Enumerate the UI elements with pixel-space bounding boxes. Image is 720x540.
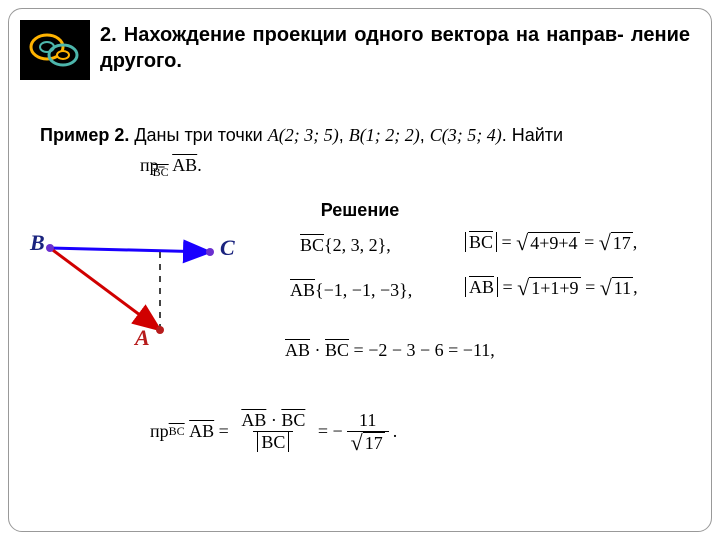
ab-components: AB{−1, −1, −3}, (290, 280, 412, 301)
bc-components: BC{2, 3, 2}, (300, 235, 391, 256)
section-heading: 2. Нахождение проекции одного вектора на… (100, 22, 690, 74)
ab-vals: −1, −1, −3 (324, 280, 399, 300)
ab-mag-res: 11 (612, 277, 633, 298)
fin-num-v2: BC (281, 410, 305, 430)
dot-expr: −2 − 3 − 6 = −11, (368, 340, 495, 360)
point-B: B(1; 2; 2) (349, 125, 420, 145)
vector-diagram: В С А (30, 230, 260, 380)
fin-den-vec: BC (261, 432, 285, 452)
heading-text: 2. Нахождение проекции одного вектора на… (100, 24, 690, 72)
bc-vals: 2, 3, 2 (333, 235, 378, 255)
point-C: C(3; 5; 4) (430, 125, 502, 145)
diag-label-A: А (135, 325, 150, 351)
bc-mag-vec: BC (469, 232, 493, 252)
dot-product: AB · BC = −2 − 3 − 6 = −11, (285, 340, 495, 361)
torus-icon (25, 25, 85, 75)
vec-BC (50, 248, 210, 252)
ab-mag-vec: AB (469, 277, 494, 297)
bc-vec: BC (300, 235, 324, 255)
pr-vec: AB (172, 155, 197, 175)
fin-sub: BC (169, 424, 185, 439)
slide-thumbnail (20, 20, 90, 80)
fin-num2: 11 (355, 410, 380, 431)
diag-label-C: С (220, 235, 235, 261)
solution-heading: Решение (0, 200, 720, 221)
fin-den2: 17 (363, 432, 385, 453)
example-line: Пример 2. Даны три точки A(2; 3; 5), B(1… (40, 125, 563, 146)
projection-expression: пр⎯BC AB. (140, 155, 202, 180)
example-prefix: Даны три точки (134, 125, 267, 145)
fin-pr: пр (150, 421, 169, 442)
diag-label-B: В (30, 230, 45, 256)
fin-num-v1: AB (241, 410, 266, 430)
bc-mag-sum: 4+9+4 (528, 232, 579, 253)
pt-B (46, 244, 54, 252)
example-suffix: . Найти (502, 125, 563, 145)
ab-mag-sum: 1+1+9 (529, 277, 580, 298)
final-projection: прBC AB = AB · BC BC = − 11 √17 . (150, 410, 397, 453)
bc-magnitude: BC = √4+9+4 = √17, (465, 232, 637, 253)
vec-BA (50, 248, 160, 330)
point-A: A(2; 3; 5) (268, 125, 339, 145)
pt-A (156, 326, 164, 334)
ab-vec: AB (290, 280, 315, 300)
ab-magnitude: AB = √1+1+9 = √11, (465, 277, 638, 298)
pt-C (206, 248, 214, 256)
dot-v2: BC (325, 340, 349, 360)
bc-mag-res: 17 (611, 232, 633, 253)
dot-v1: AB (285, 340, 310, 360)
example-label: Пример 2. (40, 125, 129, 145)
fin-vec: AB (189, 421, 214, 442)
